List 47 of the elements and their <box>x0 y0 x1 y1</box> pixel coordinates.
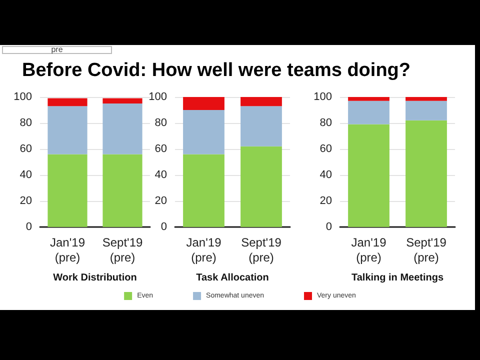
y-tick-label: 20 <box>320 195 332 207</box>
bar <box>348 100 390 124</box>
bar <box>240 146 282 227</box>
bar <box>406 97 447 101</box>
bar <box>48 154 88 227</box>
y-tick-label: 20 <box>20 195 32 207</box>
y-tick-label: 100 <box>314 91 332 103</box>
bar <box>102 98 142 104</box>
bar <box>240 97 282 106</box>
x-axis-title: Talking in Meetings <box>351 272 444 284</box>
y-tick-label: 60 <box>320 143 332 155</box>
y-tick-label: 100 <box>14 91 32 103</box>
y-tick-label: 40 <box>20 169 32 181</box>
x-tick-label: Jan'19 (pre) <box>186 236 222 264</box>
y-tick-label: 60 <box>20 143 32 155</box>
bar <box>183 97 224 110</box>
bar <box>406 100 447 120</box>
bar <box>48 106 88 154</box>
x-tick-label: Jan'19 (pre) <box>351 236 387 264</box>
y-tick-label: 80 <box>320 117 332 129</box>
x-axis-title: Work Distribution <box>53 272 137 284</box>
bar <box>348 97 390 101</box>
bar <box>183 110 224 154</box>
bar <box>348 124 390 227</box>
text: pre <box>2 45 112 54</box>
bar <box>102 104 142 154</box>
x-tick-label: Sept'19 (pre) <box>406 236 447 264</box>
x-tick-label: Sept'19 (pre) <box>102 236 143 264</box>
y-tick-label: 60 <box>154 143 167 155</box>
y-tick-label: 80 <box>20 117 32 129</box>
bar <box>183 154 224 227</box>
y-tick-label: 0 <box>26 221 32 233</box>
bar <box>48 98 88 106</box>
y-tick-label: 40 <box>320 169 332 181</box>
bar <box>406 120 447 227</box>
y-tick-label: 40 <box>154 169 167 181</box>
x-axis-title: Task Allocation <box>196 272 269 284</box>
bar <box>240 106 282 146</box>
y-tick-label: 20 <box>154 195 167 207</box>
bar <box>102 154 142 227</box>
text: Before Covid: How well were teams doing? <box>22 60 411 82</box>
y-tick-label: 80 <box>154 117 167 129</box>
x-tick-label: Sept'19 (pre) <box>241 236 282 264</box>
y-tick-label: 0 <box>326 221 332 233</box>
y-tick-label: 100 <box>148 91 167 103</box>
y-tick-label: 0 <box>160 221 167 233</box>
x-tick-label: Jan'19 (pre) <box>50 236 86 264</box>
